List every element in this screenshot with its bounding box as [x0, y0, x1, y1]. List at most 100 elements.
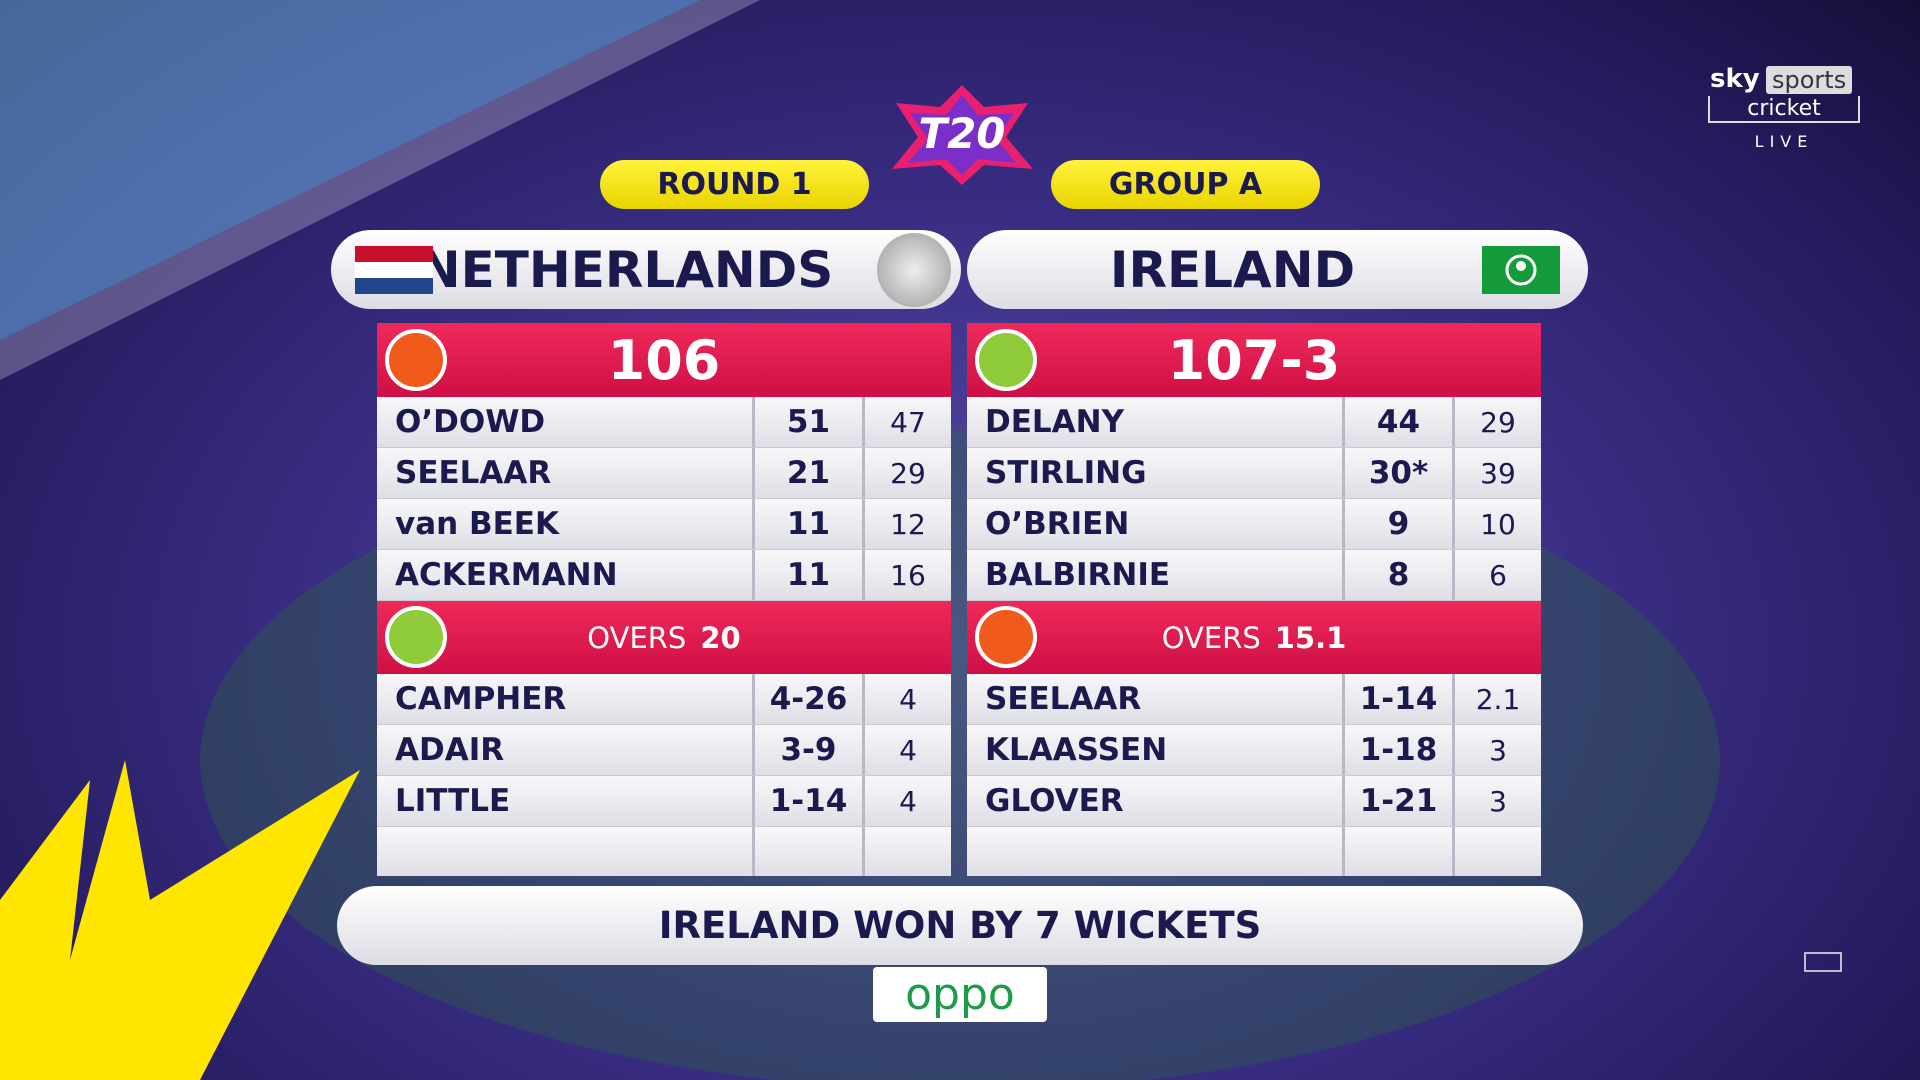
empty-row [967, 827, 1541, 876]
bowler-name: LITTLE [377, 776, 755, 826]
batting-row: SEELAAR 21 29 [377, 448, 951, 499]
bowler-figures: 1-18 [1345, 725, 1455, 775]
batter-runs: 11 [755, 550, 865, 600]
empty-cell [865, 827, 951, 876]
bowler-figures: 4-26 [755, 674, 865, 724]
overs-label: OVERS [1161, 620, 1261, 655]
bowling-row: KLAASSEN 1-18 3 [967, 725, 1541, 776]
batter-name: van BEEK [377, 499, 755, 549]
score-panel: 106 O’DOWD 51 47 SEELAAR 21 29 van BEEK 11 12 ACKE… [377, 323, 951, 876]
batter-runs: 51 [755, 397, 865, 447]
live-status: LIVE [1754, 132, 1814, 151]
empty-row [377, 827, 951, 876]
bowler-figures: 1-14 [1345, 674, 1455, 724]
empty-cell [967, 827, 1345, 876]
bowler-overs: 4 [899, 733, 917, 767]
bowler-overs: 4 [899, 784, 917, 818]
batter-name: SEELAAR [377, 448, 755, 498]
team-name-bar: NETHERLANDS [331, 230, 961, 309]
bowler-name: SEELAAR [967, 674, 1345, 724]
batting-row: O’DOWD 51 47 [377, 397, 951, 448]
event-logo: T20 [888, 85, 1036, 185]
batter-runs: 30* [1345, 448, 1455, 498]
batter-runs: 9 [1345, 499, 1455, 549]
overs-value: 20 [700, 620, 741, 655]
batting-row: van BEEK 11 12 [377, 499, 951, 550]
bat-icon [385, 329, 447, 391]
ball-icon [385, 606, 447, 668]
batter-runs: 21 [755, 448, 865, 498]
batter-balls: 29 [890, 456, 926, 490]
bowler-figures: 1-14 [755, 776, 865, 826]
batter-balls: 47 [890, 405, 926, 439]
batter-name: BALBIRNIE [967, 550, 1345, 600]
score-panel: 107-3 DELANY 44 29 STIRLING 30* 39 O’BRIEN 9 10 BA… [967, 323, 1541, 876]
brand: sky [1710, 64, 1760, 94]
empty-cell [755, 827, 865, 876]
bowler-overs: 2.1 [1475, 682, 1521, 716]
bowling-row: LITTLE 1-14 4 [377, 776, 951, 827]
batter-balls: 10 [1480, 507, 1516, 541]
bowler-name: ADAIR [377, 725, 755, 775]
team-score: 106 [607, 328, 721, 392]
bowling-row: GLOVER 1-21 3 [967, 776, 1541, 827]
batter-name: DELANY [967, 397, 1345, 447]
logo-burst [892, 85, 1033, 185]
batting-row: O’BRIEN 9 10 [967, 499, 1541, 550]
batter-runs: 44 [1345, 397, 1455, 447]
round-pill: ROUND 1 [600, 160, 869, 209]
group-pill: GROUP A [1051, 160, 1320, 209]
bowler-name: CAMPHER [377, 674, 755, 724]
bowling-row: CAMPHER 4-26 4 [377, 674, 951, 725]
empty-cell [1345, 827, 1455, 876]
score-header: 107-3 [967, 323, 1541, 397]
overs-value: 15.1 [1274, 620, 1347, 655]
bowler-overs: 3 [1489, 784, 1507, 818]
batting-row: DELANY 44 29 [967, 397, 1541, 448]
flag-netherlands [355, 246, 433, 294]
bowling-row: ADAIR 3-9 4 [377, 725, 951, 776]
batting-row: ACKERMANN 11 16 [377, 550, 951, 601]
batter-name: O’DOWD [377, 397, 755, 447]
batter-balls: 12 [890, 507, 926, 541]
bowling-row: SEELAAR 1-14 2.1 [967, 674, 1541, 725]
empty-cell [1455, 827, 1541, 876]
batter-name: STIRLING [967, 448, 1345, 498]
batter-balls: 29 [1480, 405, 1516, 439]
batter-name: ACKERMANN [377, 550, 755, 600]
batter-balls: 6 [1489, 558, 1507, 592]
batter-name: O’BRIEN [967, 499, 1345, 549]
empty-cell [377, 827, 755, 876]
trophy-coin [877, 233, 951, 307]
subchannel: cricket [1708, 96, 1860, 123]
team-name-bar: IRELAND [967, 230, 1588, 309]
batter-balls: 16 [890, 558, 926, 592]
batting-row: BALBIRNIE 8 6 [967, 550, 1541, 601]
bowler-overs: 3 [1489, 733, 1507, 767]
logo-text: T20 [918, 109, 1006, 158]
overs-label: OVERS [587, 620, 687, 655]
team-name: IRELAND [1109, 240, 1356, 299]
bowler-figures: 3-9 [755, 725, 865, 775]
team-name: NETHERLANDS [418, 240, 834, 299]
overs-bar: OVERS 20 [377, 601, 951, 674]
flag-ireland [1482, 246, 1560, 294]
sponsor-logo: oppo [873, 967, 1047, 1022]
bowler-overs: 4 [899, 682, 917, 716]
bowler-name: GLOVER [967, 776, 1345, 826]
ball-icon [975, 606, 1037, 668]
batter-balls: 39 [1480, 456, 1516, 490]
score-header: 106 [377, 323, 951, 397]
team-score: 107-3 [1167, 328, 1341, 392]
batter-runs: 11 [755, 499, 865, 549]
batter-runs: 8 [1345, 550, 1455, 600]
bowler-figures: 1-21 [1345, 776, 1455, 826]
overs-bar: OVERS 15.1 [967, 601, 1541, 674]
bowler-name: KLAASSEN [967, 725, 1345, 775]
batting-row: STIRLING 30* 39 [967, 448, 1541, 499]
channel: sports [1766, 66, 1853, 94]
bat-icon [975, 329, 1037, 391]
broadcaster-logo: sky sports cricket LIVE [1708, 62, 1863, 156]
result-bar: IRELAND WON BY 7 WICKETS [337, 886, 1583, 965]
